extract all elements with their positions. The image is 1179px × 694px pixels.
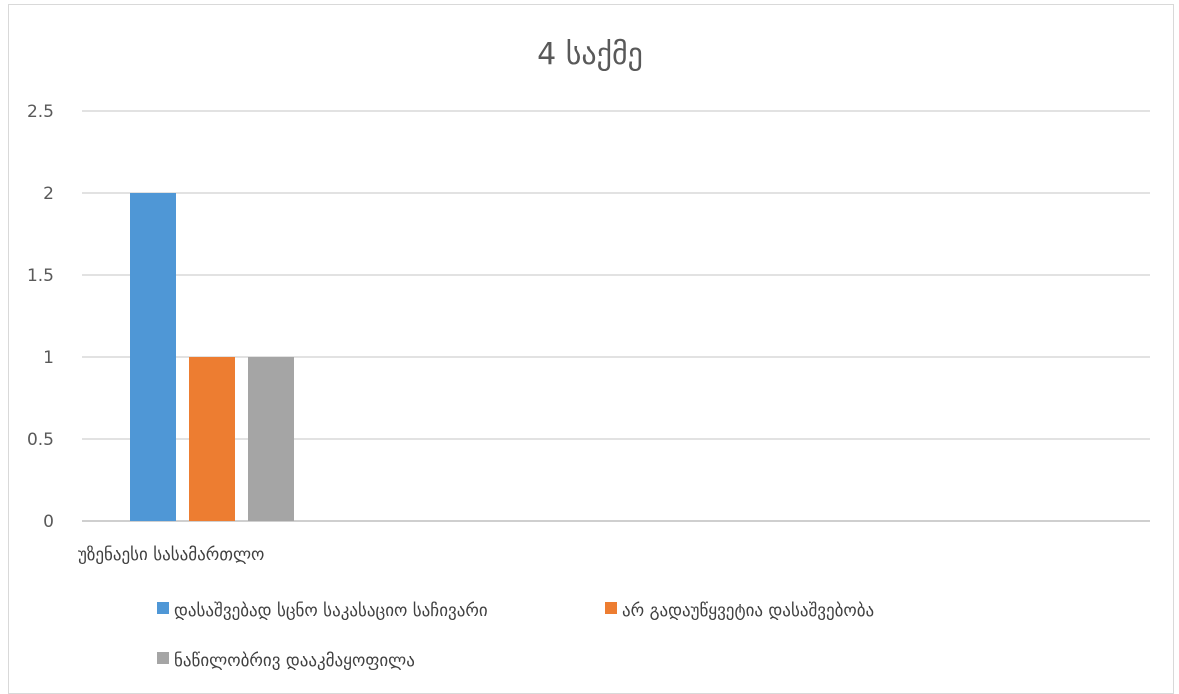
bar-3 <box>248 357 294 521</box>
y-tick-label: 1 <box>43 348 54 368</box>
legend-label-2: არ გადაუწყვეტია დასაშვებობა <box>622 601 874 621</box>
y-tick-label: 1.5 <box>27 266 54 286</box>
chart-frame <box>8 4 1174 694</box>
legend: დასაშვებად სცნო საკასაციო საჩივარი არ გად… <box>157 601 874 671</box>
legend-swatch-1 <box>157 602 169 614</box>
grid-layer <box>82 110 1150 522</box>
y-tick-label: 2 <box>43 184 54 204</box>
legend-label-1: დასაშვებად სცნო საკასაციო საჩივარი <box>174 601 488 621</box>
y-tick-label: 0.5 <box>27 430 54 450</box>
bar-2 <box>189 357 235 521</box>
y-tick-label: 0 <box>43 512 54 532</box>
legend-swatch-3 <box>157 652 169 664</box>
legend-label-3: ნაწილობრივ დააკმაყოფილა <box>174 651 415 671</box>
bar-1 <box>130 193 176 521</box>
y-tick-label: 2.5 <box>27 102 54 122</box>
x-axis-categories: უზენაესი სასამართლო <box>78 545 264 565</box>
chart-title: 4 საქმე <box>537 37 643 72</box>
bars-layer <box>130 193 294 521</box>
legend-swatch-2 <box>605 602 617 614</box>
y-axis-ticks: 0 0.5 1 1.5 2 2.5 <box>27 102 54 532</box>
x-category-label: უზენაესი სასამართლო <box>78 545 264 565</box>
